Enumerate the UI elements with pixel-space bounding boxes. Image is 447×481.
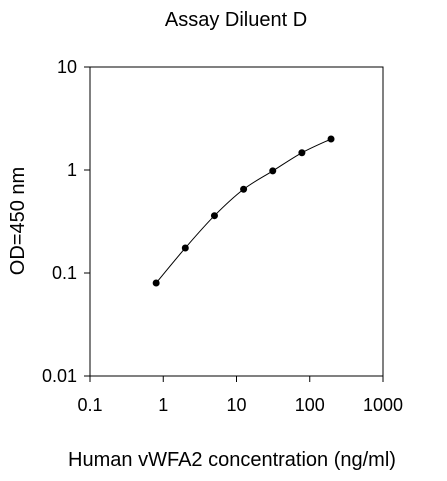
x-tick-label: 10 <box>226 395 246 415</box>
x-tick-label: 1000 <box>363 395 403 415</box>
data-point <box>298 149 306 157</box>
y-axis-label: OD=450 nm <box>7 167 29 275</box>
data-point <box>210 212 218 220</box>
y-axis: 0.01 0.1 1 10 <box>42 57 90 386</box>
y-tick-label: 0.01 <box>42 366 77 386</box>
data-point <box>327 135 335 143</box>
x-tick-label: 0.1 <box>77 395 102 415</box>
chart-title: Assay Diluent D <box>165 9 307 31</box>
y-tick-label: 1 <box>67 160 77 180</box>
plot-area-frame <box>89 66 384 377</box>
y-tick-label: 0.1 <box>52 263 77 283</box>
series-line <box>155 138 332 284</box>
x-tick-label: 1 <box>158 395 168 415</box>
series-points <box>152 135 335 287</box>
x-tick-label: 100 <box>295 395 325 415</box>
data-point <box>240 185 248 193</box>
y-tick-label: 10 <box>57 57 77 77</box>
data-point <box>181 244 189 252</box>
data-point <box>152 279 160 287</box>
data-point <box>269 167 277 175</box>
x-axis-label: Human vWFA2 concentration (ng/ml) <box>68 449 396 471</box>
x-axis: 0.1 1 10 100 1000 <box>77 376 403 415</box>
